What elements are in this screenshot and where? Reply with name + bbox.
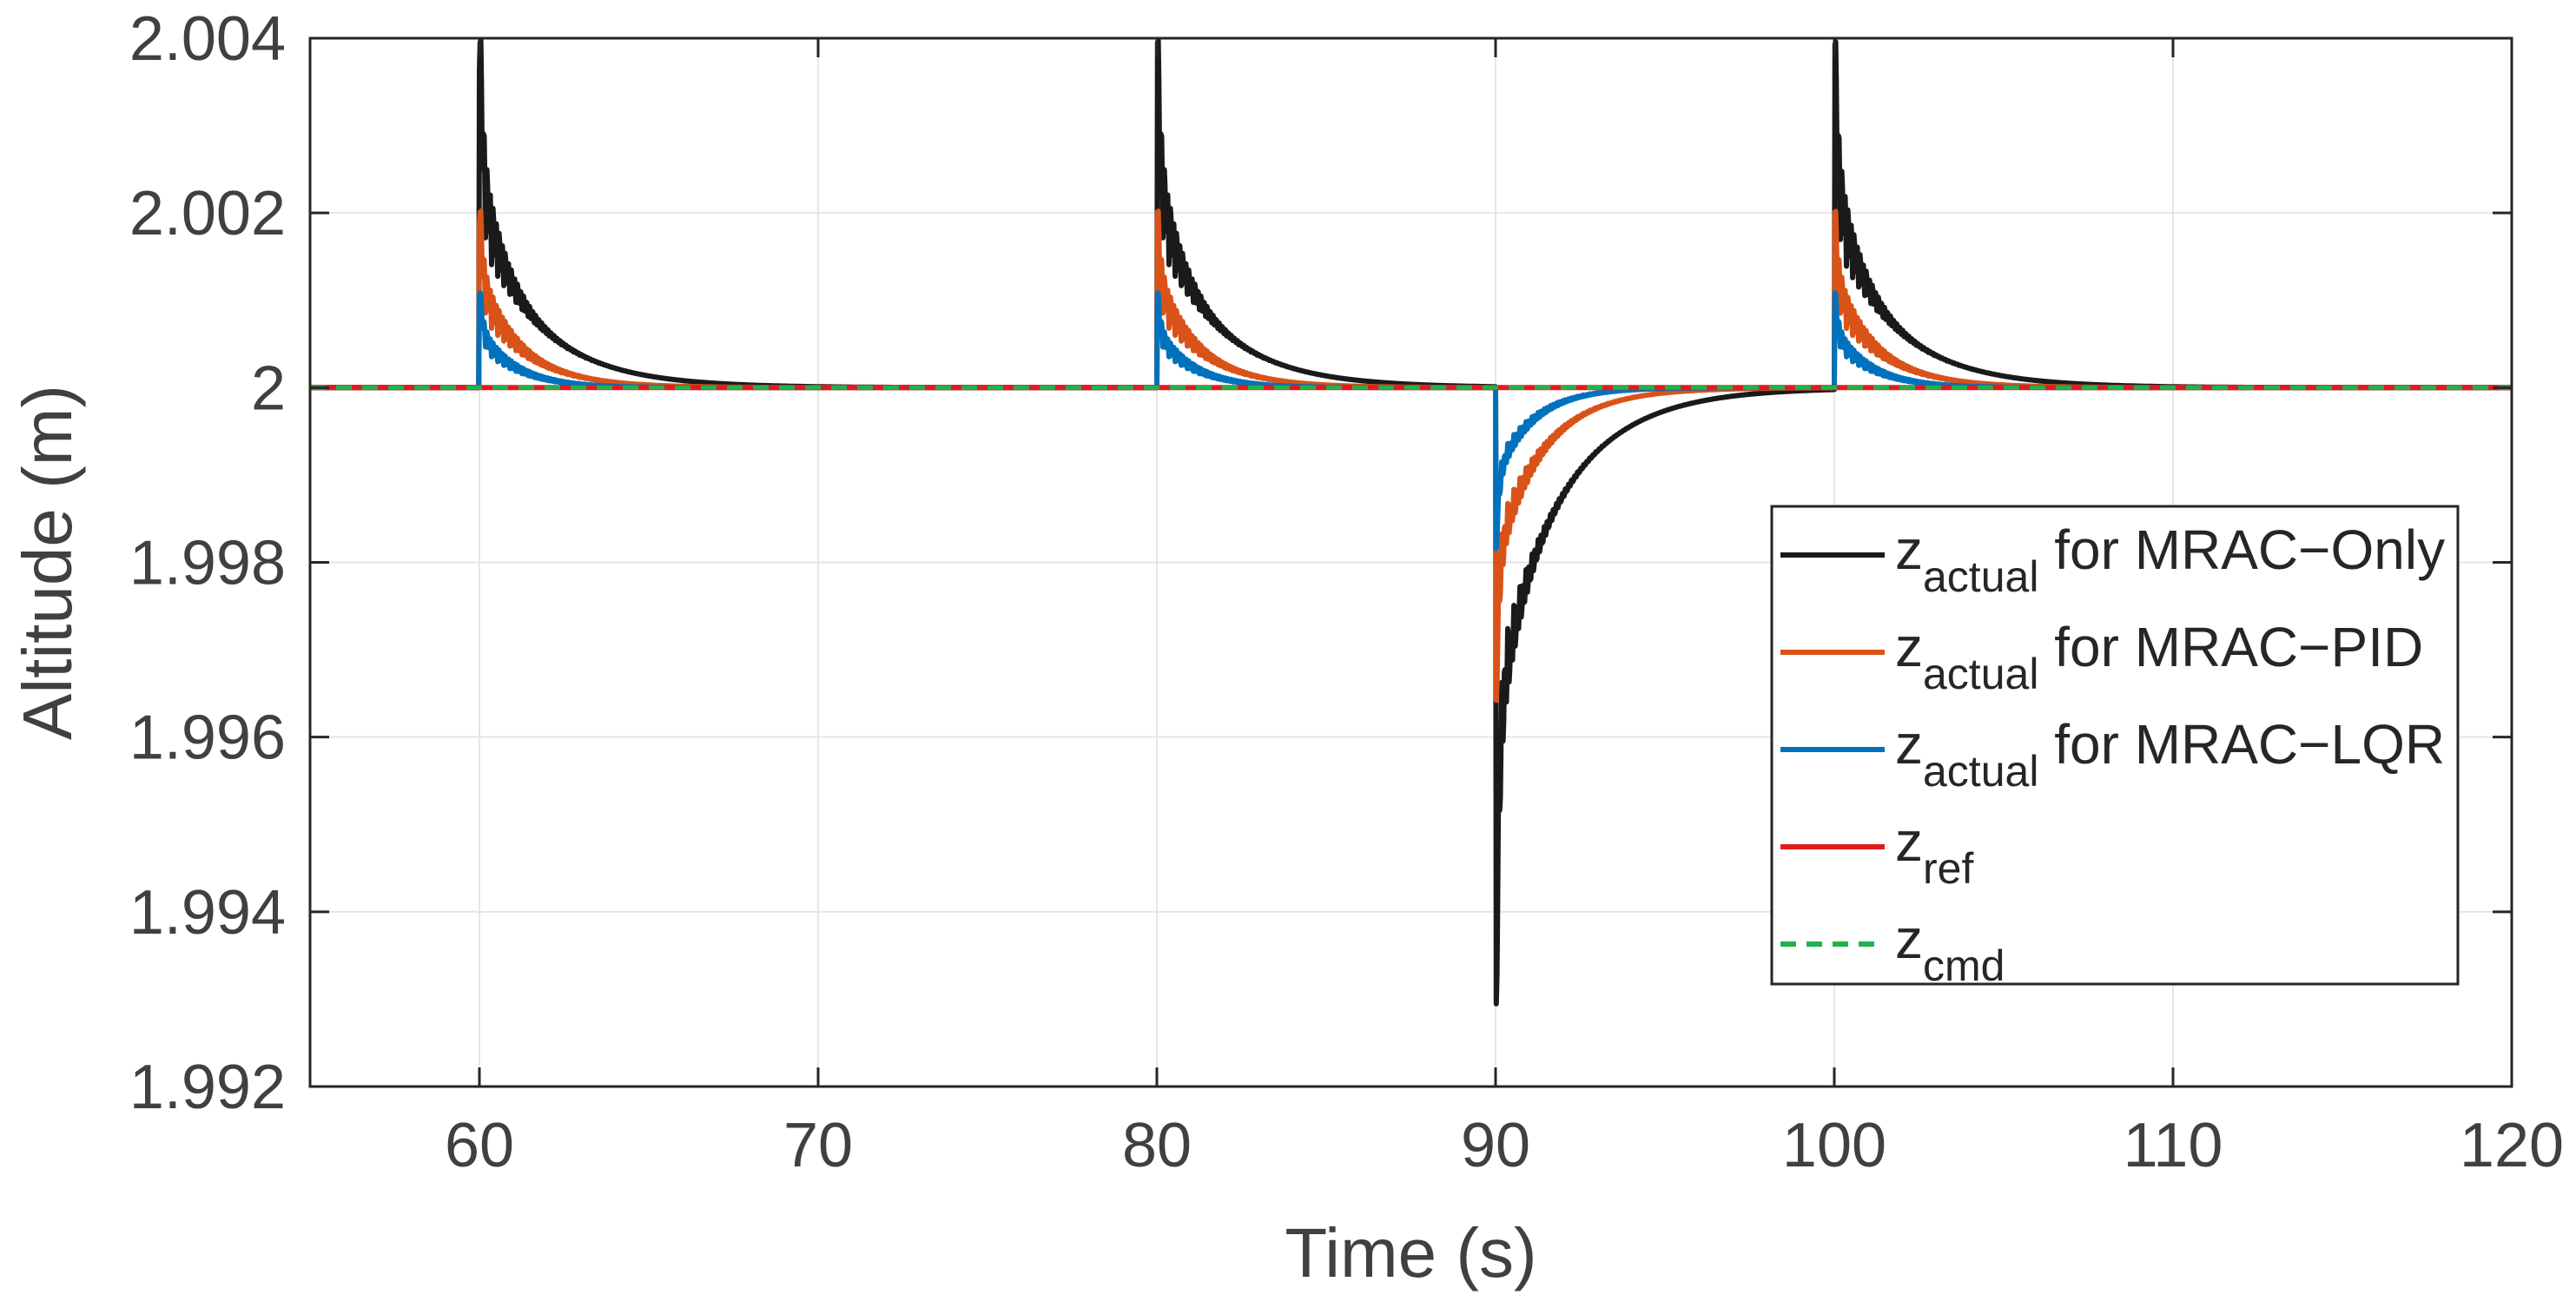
legend-label-mrac-only: zactual for MRAC−Only (1895, 519, 2445, 601)
y-tick-label: 2 (251, 353, 286, 423)
legend-label-mrac-lqr: zactual for MRAC−LQR (1895, 713, 2445, 796)
y-tick-label: 1.994 (129, 878, 286, 948)
y-tick-label: 1.998 (129, 529, 286, 598)
x-tick-label: 60 (445, 1111, 514, 1180)
legend-label-cmd: zcmd (1895, 908, 2005, 990)
y-tick-label: 2.004 (129, 4, 286, 74)
y-tick-label: 2.002 (129, 179, 286, 248)
y-tick-label: 1.996 (129, 704, 286, 773)
legend-subscript: cmd (1923, 941, 2005, 990)
x-tick-label: 70 (783, 1111, 853, 1180)
legend-subscript: actual (1923, 650, 2038, 698)
x-tick-label: 80 (1122, 1111, 1192, 1180)
legend-suffix: for MRAC−LQR (2038, 713, 2445, 776)
legend-box (1770, 505, 2460, 986)
legend-subscript: actual (1923, 552, 2038, 601)
y-axis-label: Altitude (m) (9, 385, 86, 740)
y-tick-label: 1.992 (129, 1053, 286, 1122)
legend-label-mrac-pid: zactual for MRAC−PID (1895, 616, 2423, 698)
plot-lines (307, 37, 2514, 1007)
x-tick-label: 120 (2460, 1111, 2564, 1180)
legend-symbol: z (1895, 713, 1923, 776)
legend-symbol: z (1895, 908, 1923, 970)
legend-symbol: z (1895, 810, 1923, 873)
x-tick-label: 110 (2124, 1111, 2223, 1180)
x-axis-label: Time (s) (1285, 1214, 1536, 1291)
legend-subscript: ref (1923, 844, 1973, 893)
x-tick-label: 100 (1782, 1111, 1886, 1180)
legend-suffix: for MRAC−PID (2038, 616, 2423, 678)
legend-symbol: z (1895, 519, 1923, 581)
legend-symbol: z (1895, 616, 1923, 678)
legend-label-ref: zref (1895, 810, 1973, 893)
x-tick-label: 90 (1461, 1111, 1530, 1180)
legend-subscript: actual (1923, 747, 2038, 796)
axis-ticks: 60 70 80 90 100 110 120 1.992 1.994 1.996 1.998 2 2.… (129, 4, 2564, 1180)
legend-suffix: for MRAC−Only (2038, 519, 2445, 581)
